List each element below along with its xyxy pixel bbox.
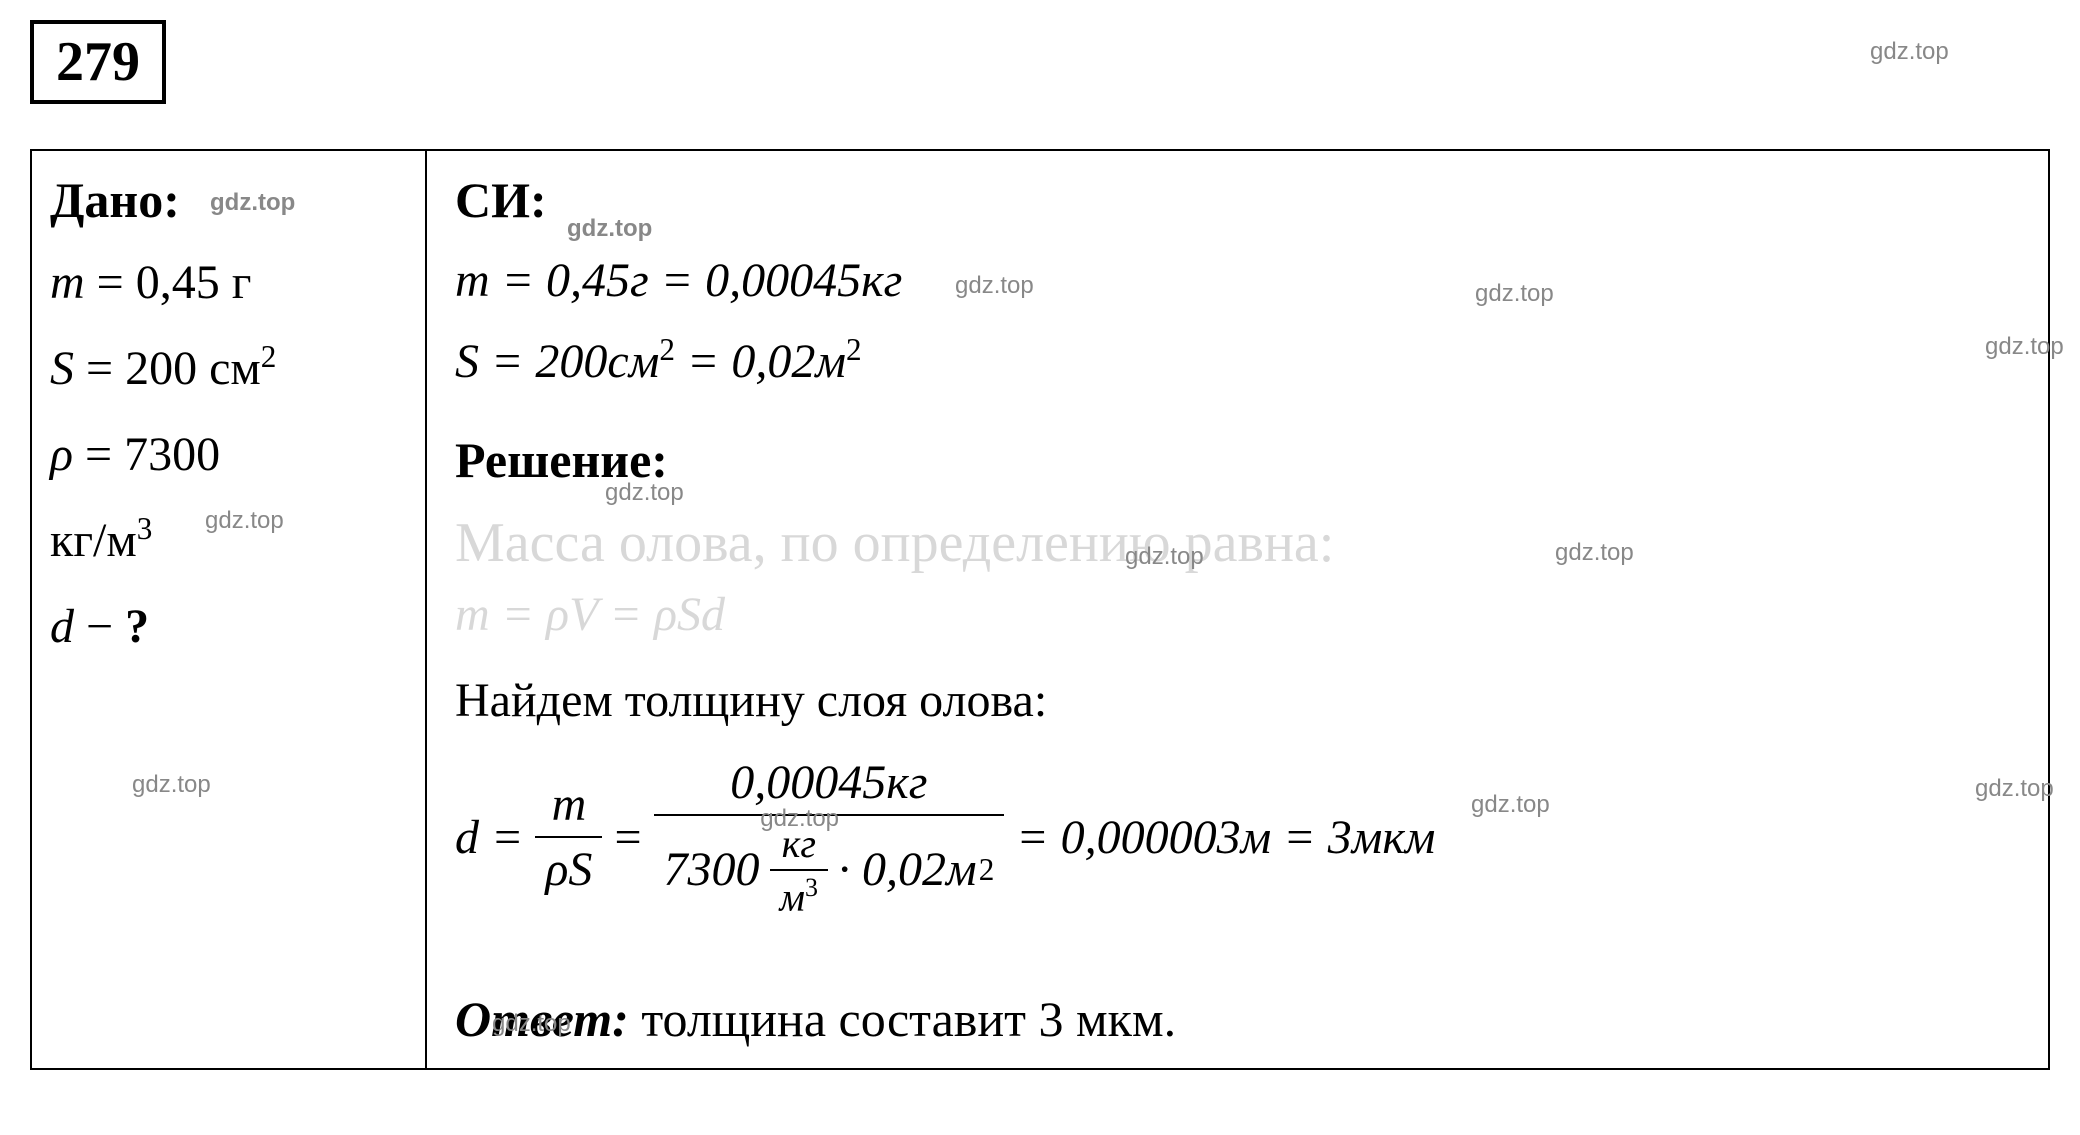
area-symbol: S xyxy=(50,342,74,395)
unknown-dash: − xyxy=(74,600,125,653)
unknown-mark: ? xyxy=(125,600,149,653)
watermark: gdz.top xyxy=(1125,543,1204,571)
watermark: gdz.top xyxy=(955,269,1034,303)
answer-label: Ответ: xyxy=(455,991,629,1047)
given-heading: Дано: gdz.top xyxy=(50,171,407,229)
area-equals: = 200 xyxy=(74,342,209,395)
watermark: gdz.top xyxy=(205,503,284,539)
si-area-e2: 2 xyxy=(846,332,862,367)
f2-eq2: = 0,000003м = 3мкм xyxy=(1016,810,1435,865)
f2-den-exp: 2 xyxy=(979,852,995,888)
solution-line1-ghost: Масса олова, по определению равна: xyxy=(455,511,1334,575)
f2-lhs: d = xyxy=(455,810,523,865)
f2-frac1-num: m xyxy=(542,777,597,836)
solution-column: СИ: gdz.top m = 0,45г = 0,00045кг gdz.to… xyxy=(427,151,2048,1068)
watermark: gdz.top xyxy=(1975,775,2054,803)
solution-line1-wrap: Масса олова, по определению равна: gdz.t… xyxy=(455,507,2020,587)
given-mass: m = 0,45 г xyxy=(50,247,407,319)
given-density: ρ = 7300 xyxy=(50,419,407,491)
solution-table: Дано: gdz.top m = 0,45 г S = 200 см2 ρ =… xyxy=(30,149,2050,1070)
watermark: gdz.top xyxy=(1985,330,2064,364)
mass-unit: г xyxy=(232,256,252,309)
si-area: S = 200см2 = 0,02м2 gdz.top xyxy=(455,328,2020,395)
given-unknown: d − ? xyxy=(50,591,407,663)
f2-eq1: = xyxy=(614,810,641,865)
si-heading-text: СИ: xyxy=(455,172,547,228)
formula1-wrap: m = ρV = ρSd xyxy=(455,587,2020,657)
given-column: Дано: gdz.top m = 0,45 г S = 200 см2 ρ =… xyxy=(32,151,427,1068)
f2-den-inner-den: м3 xyxy=(770,869,829,920)
f2-den-left: 7300 xyxy=(664,842,760,897)
density-exp: 3 xyxy=(137,511,153,546)
formula1-ghost: m = ρV = ρSd xyxy=(455,587,725,642)
answer-text: толщина составит 3 мкм. xyxy=(629,991,1176,1047)
f2-frac2: 0,00045кг gdz.top 7300 кг м3 · 0,02м2 xyxy=(654,755,1005,920)
f2-frac1-den: ρS xyxy=(535,836,602,897)
si-area-p2: = 0,02м xyxy=(675,335,846,388)
f2-frac2-num: 0,00045кг gdz.top xyxy=(720,755,937,814)
watermark: gdz.top xyxy=(132,771,211,799)
watermark: gdz.top xyxy=(567,215,652,243)
area-exp: 2 xyxy=(261,339,277,374)
unknown-symbol: d xyxy=(50,600,74,653)
f2-den-inner-den-exp: 3 xyxy=(805,873,818,902)
given-heading-text: Дано: xyxy=(50,172,180,228)
watermark: gdz.top xyxy=(210,189,295,217)
density-symbol: ρ xyxy=(50,428,73,481)
mass-equals: = 0,45 xyxy=(85,256,232,309)
si-area-p1: S = 200см xyxy=(455,335,659,388)
si-mass-text: m = 0,45г = 0,00045кг xyxy=(455,254,902,307)
formula2: d = m ρS = 0,00045кг gdz.top 7300 кг xyxy=(455,755,2020,920)
f2-frac2-den: 7300 кг м3 · 0,02м2 xyxy=(654,814,1005,920)
watermark: gdz.top xyxy=(1475,277,1554,311)
si-mass: m = 0,45г = 0,00045кг gdz.top gdz.top xyxy=(455,247,2020,314)
f2-den-inner-frac: кг м3 xyxy=(770,820,829,920)
si-area-e1: 2 xyxy=(659,332,675,367)
watermark: gdz.top xyxy=(1471,791,1550,819)
given-density-unit: кг/м3 gdz.top xyxy=(50,505,407,577)
f2-den-mid: · 0,02м xyxy=(838,842,977,897)
solution-line2: Найдем толщину слоя олова: xyxy=(455,667,2020,734)
problem-number: 279 xyxy=(30,20,166,104)
mass-symbol: m xyxy=(50,256,85,309)
f2-frac2-num-text: 0,00045кг xyxy=(730,756,927,809)
solution-heading: Решение: xyxy=(455,431,2020,489)
f2-den-inner-den-base: м xyxy=(780,874,806,919)
watermark: gdz.top xyxy=(1870,38,1949,66)
answer: Ответ: толщина составит 3 мкм. xyxy=(455,990,2020,1048)
density-unit: кг/м xyxy=(50,514,137,567)
area-unit: см xyxy=(209,342,261,395)
density-equals: = 7300 xyxy=(73,428,220,481)
watermark: gdz.top xyxy=(1555,539,1634,567)
si-heading: СИ: gdz.top xyxy=(455,171,2020,229)
given-area: S = 200 см2 xyxy=(50,333,407,405)
f2-frac1: m ρS xyxy=(535,777,602,897)
f2-den-inner-num: кг xyxy=(772,820,826,869)
